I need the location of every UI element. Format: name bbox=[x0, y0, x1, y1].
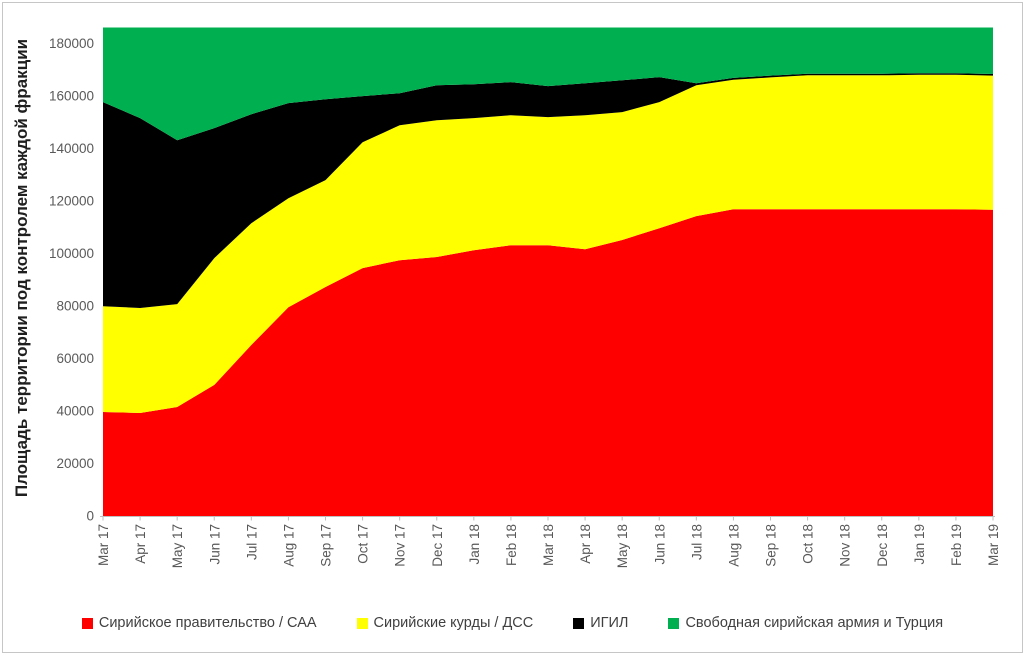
legend-item-isil: ИГИЛ bbox=[573, 615, 628, 631]
x-tick-label: Oct 18 bbox=[801, 524, 816, 564]
x-tick-label: Jun 17 bbox=[207, 524, 222, 565]
x-tick-label: Sep 18 bbox=[764, 524, 779, 567]
y-tick-label: 0 bbox=[86, 509, 94, 524]
x-tick-label: Nov 17 bbox=[393, 524, 408, 567]
x-tick-label: Jan 18 bbox=[467, 524, 482, 565]
y-tick-label: 180000 bbox=[49, 36, 94, 51]
legend-marker-yellow-icon bbox=[356, 617, 368, 629]
y-tick-label: 100000 bbox=[49, 246, 94, 261]
y-tick-label: 40000 bbox=[56, 403, 94, 418]
legend-item-syrian-government: Сирийское правительство / САА bbox=[81, 615, 317, 631]
y-axis-title: Площадь территории под контролем каждой … bbox=[12, 38, 31, 498]
y-tick-label: 20000 bbox=[56, 456, 94, 471]
x-tick-label: Feb 19 bbox=[949, 524, 964, 566]
x-tick-label: Jul 18 bbox=[689, 524, 704, 560]
legend-label-syrian-government: Сирийское правительство / САА bbox=[98, 615, 317, 631]
legend-marker-red-icon bbox=[81, 617, 93, 629]
x-tick-label: Nov 18 bbox=[838, 524, 853, 567]
x-tick-label: Sep 17 bbox=[319, 524, 334, 567]
x-tick-label: Mar 18 bbox=[541, 524, 556, 566]
area-fsa-turkey bbox=[103, 27, 993, 141]
y-tick-label: 120000 bbox=[49, 193, 94, 208]
x-tick-label: Jun 18 bbox=[652, 524, 667, 565]
x-tick-label: Aug 18 bbox=[726, 524, 741, 567]
x-tick-label: Mar 17 bbox=[96, 524, 111, 566]
x-tick-label: Apr 18 bbox=[578, 524, 593, 564]
x-tick-label: Oct 17 bbox=[356, 524, 371, 564]
legend: Сирийское правительство / САА Сирийские … bbox=[0, 607, 1025, 639]
x-tick-label: Jan 19 bbox=[912, 524, 927, 565]
x-tick-label: Dec 17 bbox=[430, 524, 445, 567]
x-tick-label: Dec 18 bbox=[875, 524, 890, 567]
legend-marker-green-icon bbox=[668, 617, 680, 629]
area-isil bbox=[103, 73, 993, 308]
legend-label-isil: ИГИЛ bbox=[590, 615, 629, 631]
y-tick-label: 160000 bbox=[49, 88, 94, 103]
legend-label-syrian-kurds: Сирийские курды / ДСС bbox=[373, 615, 534, 631]
legend-item-syrian-kurds: Сирийские курды / ДСС bbox=[356, 615, 534, 631]
x-tick-label: Aug 17 bbox=[281, 524, 296, 567]
legend-label-fsa-turkey: Свободная сирийская армия и Турция bbox=[685, 615, 944, 631]
x-tick-label: May 18 bbox=[615, 524, 630, 568]
y-tick-label: 140000 bbox=[49, 141, 94, 156]
area-syrian-kurds bbox=[103, 74, 993, 414]
legend-marker-black-icon bbox=[573, 617, 585, 629]
legend-item-fsa-turkey: Свободная сирийская армия и Турция bbox=[668, 615, 943, 631]
y-tick-label: 80000 bbox=[56, 298, 94, 313]
y-tick-label: 60000 bbox=[56, 351, 94, 366]
x-tick-label: Jul 17 bbox=[244, 524, 259, 560]
x-tick-label: May 17 bbox=[170, 524, 185, 568]
area-syrian-government bbox=[103, 209, 993, 516]
x-tick-label: Mar 19 bbox=[986, 524, 1001, 566]
x-tick-label: Feb 18 bbox=[504, 524, 519, 566]
x-tick-label: Apr 17 bbox=[133, 524, 148, 564]
